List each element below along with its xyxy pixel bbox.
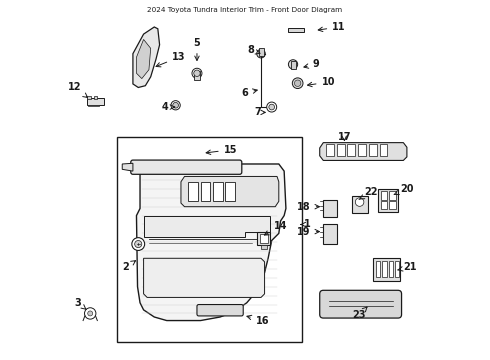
Polygon shape bbox=[122, 163, 133, 171]
Polygon shape bbox=[319, 143, 407, 161]
Bar bbox=[260, 234, 268, 243]
Polygon shape bbox=[144, 216, 270, 237]
Text: 8: 8 bbox=[247, 45, 260, 55]
Polygon shape bbox=[181, 176, 279, 207]
Bar bbox=[347, 144, 355, 156]
Bar bbox=[395, 261, 399, 277]
Circle shape bbox=[88, 311, 93, 316]
Circle shape bbox=[135, 240, 142, 248]
Text: 23: 23 bbox=[352, 307, 367, 320]
Text: 14: 14 bbox=[265, 221, 287, 235]
Bar bbox=[225, 182, 235, 201]
Circle shape bbox=[171, 101, 180, 110]
Text: 16: 16 bbox=[247, 315, 269, 325]
Text: 6: 6 bbox=[242, 88, 257, 98]
Bar bbox=[88, 104, 99, 106]
Text: 18: 18 bbox=[297, 202, 319, 212]
Bar bbox=[117, 137, 302, 342]
FancyBboxPatch shape bbox=[131, 160, 242, 174]
Text: 4: 4 bbox=[162, 102, 174, 112]
Circle shape bbox=[289, 60, 297, 69]
Circle shape bbox=[192, 68, 202, 78]
Bar bbox=[261, 245, 267, 249]
Bar bbox=[87, 98, 104, 104]
Circle shape bbox=[294, 80, 301, 86]
Bar bbox=[87, 96, 91, 99]
Bar bbox=[358, 144, 366, 156]
Bar bbox=[323, 225, 337, 244]
Text: 19: 19 bbox=[297, 226, 319, 237]
Polygon shape bbox=[133, 27, 160, 87]
Bar bbox=[378, 189, 398, 212]
Bar bbox=[379, 144, 387, 156]
Bar bbox=[213, 182, 223, 201]
Text: 21: 21 bbox=[398, 262, 417, 272]
Bar bbox=[381, 192, 387, 200]
Circle shape bbox=[269, 104, 274, 110]
Bar bbox=[291, 61, 295, 69]
Circle shape bbox=[173, 103, 178, 108]
Bar bbox=[259, 48, 264, 56]
Polygon shape bbox=[144, 258, 265, 297]
Text: 2024 Toyota Tundra Interior Trim - Front Door Diagram: 2024 Toyota Tundra Interior Trim - Front… bbox=[147, 8, 343, 13]
Text: 9: 9 bbox=[304, 59, 319, 69]
Bar bbox=[352, 196, 368, 213]
Text: 22: 22 bbox=[359, 188, 378, 199]
Bar bbox=[381, 201, 387, 209]
Text: 13: 13 bbox=[156, 52, 186, 67]
Text: 5: 5 bbox=[194, 38, 200, 60]
Polygon shape bbox=[137, 164, 286, 320]
Text: 17: 17 bbox=[338, 132, 351, 142]
Circle shape bbox=[194, 70, 200, 76]
Circle shape bbox=[132, 238, 145, 251]
Text: 20: 20 bbox=[394, 184, 413, 195]
Bar bbox=[194, 72, 200, 80]
Bar bbox=[326, 144, 334, 156]
Text: 2: 2 bbox=[122, 261, 136, 272]
Bar bbox=[389, 192, 395, 200]
Bar bbox=[382, 261, 387, 277]
Text: 11: 11 bbox=[318, 22, 345, 32]
Text: 10: 10 bbox=[308, 77, 335, 87]
Bar bbox=[389, 261, 393, 277]
Text: 12: 12 bbox=[68, 82, 88, 98]
Bar bbox=[373, 258, 400, 282]
Bar bbox=[94, 96, 98, 99]
Bar bbox=[257, 231, 270, 245]
Bar bbox=[376, 261, 380, 277]
Bar bbox=[369, 144, 377, 156]
Circle shape bbox=[84, 308, 96, 319]
Bar bbox=[337, 144, 344, 156]
Text: 1: 1 bbox=[301, 220, 311, 229]
FancyBboxPatch shape bbox=[197, 305, 243, 316]
Bar bbox=[200, 182, 211, 201]
Circle shape bbox=[257, 49, 265, 58]
Bar bbox=[389, 201, 395, 209]
Circle shape bbox=[293, 78, 303, 89]
Bar bbox=[288, 28, 304, 32]
Bar bbox=[323, 199, 337, 217]
Polygon shape bbox=[137, 40, 151, 78]
Circle shape bbox=[267, 102, 277, 112]
Bar bbox=[188, 182, 198, 201]
FancyBboxPatch shape bbox=[319, 290, 402, 318]
Text: 15: 15 bbox=[206, 145, 237, 155]
Circle shape bbox=[355, 198, 364, 206]
Text: 7: 7 bbox=[254, 107, 265, 117]
Text: 3: 3 bbox=[74, 298, 86, 310]
